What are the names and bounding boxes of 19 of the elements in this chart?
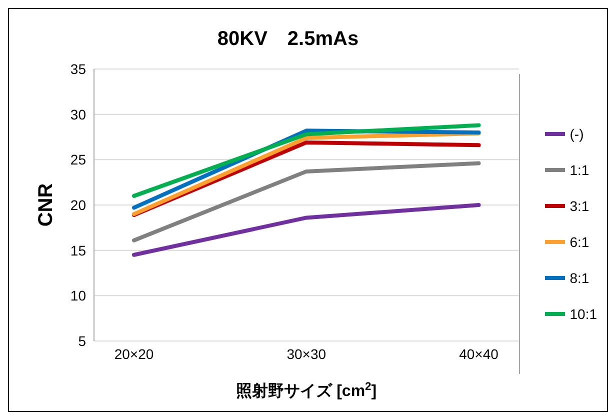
chart-title: 80KV 2.5mAs — [217, 28, 359, 50]
y-tick-label: 10 — [70, 288, 86, 304]
y-tick-label: 5 — [78, 332, 86, 349]
x-tick-label: 20×20 — [114, 346, 154, 362]
y-tick-label: 35 — [70, 60, 86, 77]
legend-label: 6:1 — [570, 234, 590, 250]
legend-label: 10:1 — [570, 306, 597, 322]
legend-label: 1:1 — [570, 162, 590, 178]
x-axis-title: 照射野サイズ [cm$^{2}$] — [236, 381, 377, 400]
legend-label: 8:1 — [570, 270, 590, 286]
y-tick-label: 30 — [70, 106, 86, 122]
x-tick-label: 40×40 — [459, 346, 499, 362]
y-tick-label: 25 — [70, 152, 86, 168]
y-tick-label: 20 — [70, 196, 86, 213]
y-axis-title: CNR — [35, 182, 57, 227]
legend-label: 3:1 — [570, 198, 590, 214]
y-tick-label: 15 — [70, 242, 86, 258]
legend-label: (-) — [570, 126, 584, 142]
x-tick-label: 30×30 — [286, 346, 326, 362]
